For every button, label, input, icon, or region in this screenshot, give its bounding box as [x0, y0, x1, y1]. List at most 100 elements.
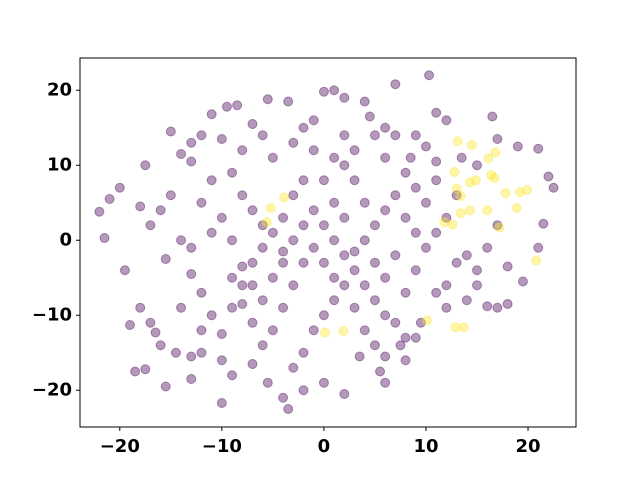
point: [380, 377, 391, 388]
point: [196, 197, 207, 208]
point: [176, 302, 187, 313]
point: [140, 160, 151, 171]
point: [196, 347, 207, 358]
point: [206, 109, 217, 120]
point: [369, 340, 380, 351]
point: [548, 182, 559, 193]
point: [390, 130, 401, 141]
point: [329, 272, 340, 283]
point: [196, 325, 207, 336]
point: [349, 265, 360, 276]
point: [380, 122, 391, 133]
point: [308, 325, 319, 336]
point: [458, 322, 469, 333]
point: [99, 233, 110, 243]
point: [165, 190, 176, 201]
point: [339, 212, 350, 223]
point: [261, 217, 272, 228]
point: [354, 351, 365, 362]
point: [380, 205, 391, 216]
point: [450, 322, 461, 333]
point: [257, 220, 268, 231]
point: [298, 385, 309, 396]
point: [247, 280, 258, 291]
point: [405, 152, 416, 163]
point: [308, 205, 319, 216]
point: [375, 366, 386, 377]
x-tick-label: −10: [202, 436, 242, 457]
point: [267, 325, 278, 336]
point: [135, 302, 146, 313]
point: [262, 94, 273, 105]
point: [369, 130, 380, 141]
point: [461, 295, 472, 306]
point: [125, 320, 136, 330]
point: [160, 254, 171, 264]
point: [543, 171, 554, 182]
point: [318, 220, 329, 231]
point: [308, 242, 319, 253]
point: [482, 242, 493, 253]
point: [237, 190, 248, 201]
point: [216, 212, 227, 223]
point: [114, 182, 125, 193]
point: [390, 250, 401, 261]
point: [329, 295, 340, 306]
point: [439, 217, 450, 228]
point: [487, 111, 498, 122]
point: [227, 302, 238, 313]
point: [206, 310, 217, 321]
point: [265, 203, 276, 213]
y-tick-label: 10: [47, 154, 72, 175]
point: [380, 272, 391, 283]
point: [339, 280, 350, 291]
y-tick-label: 20: [47, 79, 72, 100]
point: [221, 101, 232, 112]
point: [349, 302, 360, 313]
point: [186, 374, 197, 384]
point: [492, 134, 503, 144]
point: [186, 242, 197, 253]
point: [318, 175, 329, 186]
point: [533, 143, 544, 154]
point: [455, 208, 466, 219]
point: [298, 257, 309, 268]
point: [533, 242, 544, 253]
point: [318, 257, 329, 268]
point: [380, 310, 391, 321]
point: [186, 137, 197, 148]
point: [155, 340, 166, 351]
point: [449, 167, 460, 177]
point: [257, 340, 268, 351]
point: [216, 355, 227, 366]
point: [500, 188, 511, 198]
point: [451, 183, 462, 194]
point: [447, 219, 458, 230]
point: [278, 246, 289, 257]
point: [267, 272, 278, 283]
point: [216, 398, 227, 408]
point: [319, 327, 330, 338]
point: [390, 317, 401, 328]
point: [492, 220, 503, 231]
point: [278, 302, 289, 313]
point: [94, 206, 105, 217]
point: [298, 220, 309, 231]
point: [369, 295, 380, 306]
point: [227, 370, 238, 381]
point: [441, 212, 452, 223]
point: [186, 269, 197, 279]
point: [464, 177, 475, 188]
point: [308, 145, 319, 156]
point: [186, 351, 197, 362]
point: [431, 175, 442, 186]
point: [517, 276, 528, 287]
point: [380, 152, 391, 163]
x-tick-label: 20: [516, 436, 541, 457]
point: [420, 242, 431, 253]
point: [490, 147, 501, 158]
point: [538, 218, 549, 229]
point: [415, 317, 426, 328]
point: [452, 136, 463, 147]
point: [410, 265, 421, 276]
